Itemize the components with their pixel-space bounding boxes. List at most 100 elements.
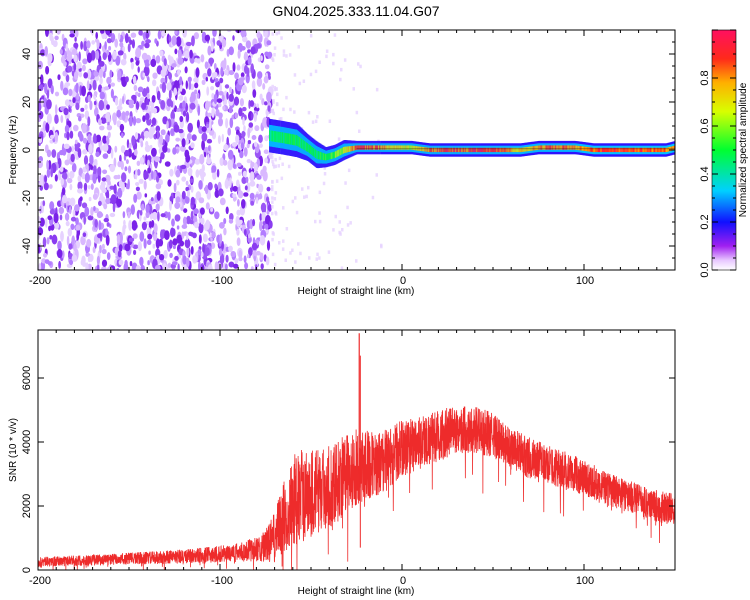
noise-blob <box>120 77 124 81</box>
noise-blob <box>135 118 142 124</box>
noise-blob <box>68 106 71 113</box>
noise-speck <box>380 244 383 249</box>
noise-speck <box>327 250 331 254</box>
noise-blob <box>155 125 161 133</box>
noise-blob <box>155 203 160 212</box>
noise-blob <box>255 197 259 204</box>
noise-speck <box>297 45 300 49</box>
noise-blob <box>236 162 242 167</box>
ridge-core <box>598 147 600 153</box>
noise-blob <box>243 147 248 157</box>
noise-blob <box>121 172 127 183</box>
noise-blob <box>231 142 238 147</box>
ridge-core <box>612 147 614 153</box>
noise-blob <box>157 30 162 40</box>
noise-blob <box>61 187 66 196</box>
noise-blob <box>195 169 200 178</box>
ridge-core <box>642 147 644 153</box>
noise-blob <box>229 86 232 94</box>
ridge-core <box>386 145 388 150</box>
noise-blob <box>83 155 89 166</box>
ridge-core <box>514 147 516 153</box>
noise-speck <box>318 190 322 195</box>
noise-blob <box>175 148 179 154</box>
noise-blob <box>67 227 73 237</box>
noise-blob <box>182 255 187 265</box>
noise-blob <box>225 206 229 215</box>
top-y-axis-label: Frequency (Hz) <box>8 116 19 185</box>
noise-blob <box>186 257 190 268</box>
ridge-core <box>395 145 397 150</box>
noise-speck <box>280 117 283 121</box>
noise-blob <box>160 152 165 160</box>
noise-blob <box>44 175 48 183</box>
ridge-core <box>476 147 478 153</box>
ridge-core <box>456 147 458 153</box>
ridge-core <box>615 147 617 153</box>
ridge-core <box>655 147 657 153</box>
noise-blob <box>48 184 53 189</box>
noise-blob <box>192 255 198 264</box>
ridge-core <box>455 147 457 153</box>
noise-blob <box>242 170 247 178</box>
noise-blob <box>130 204 135 215</box>
noise-speck <box>271 211 274 216</box>
noise-blob <box>238 107 243 117</box>
noise-blob <box>267 203 272 212</box>
snr-ticks <box>37 330 676 571</box>
ridge-core <box>411 145 413 150</box>
noise-blob <box>167 64 171 73</box>
ridge-core <box>385 145 387 150</box>
ridge-core <box>294 134 296 146</box>
top-xtick-label: -100 <box>211 275 233 287</box>
noise-speck <box>272 232 275 236</box>
noise-blob <box>179 115 184 123</box>
noise-blob <box>223 218 227 225</box>
noise-blob <box>161 82 167 93</box>
ridge-core <box>329 153 331 160</box>
ridge-core <box>502 147 504 153</box>
noise-blob <box>148 250 151 255</box>
noise-speck <box>359 64 362 69</box>
noise-blob <box>240 72 245 78</box>
ridge-core <box>533 146 535 151</box>
noise-blob <box>230 251 236 258</box>
noise-blob <box>236 228 240 236</box>
ridge-core <box>524 147 526 152</box>
noise-blob <box>254 125 260 132</box>
noise-blob <box>152 243 156 249</box>
bottom-ytick-label: 2000 <box>21 494 33 518</box>
noise-blob <box>72 165 76 171</box>
ridge-core <box>518 147 520 153</box>
noise-speck <box>274 164 277 169</box>
ridge-core <box>379 145 381 150</box>
noise-blob <box>186 246 190 257</box>
noise-blob <box>267 105 271 112</box>
noise-blob <box>114 38 118 48</box>
ridge-core <box>382 145 384 150</box>
noise-blob <box>240 142 244 150</box>
noise-blob <box>78 51 81 62</box>
noise-blob <box>119 232 123 243</box>
noise-blob <box>236 209 241 216</box>
ridge-core <box>423 147 425 152</box>
noise-blob <box>246 182 251 193</box>
ridge-core <box>590 147 592 152</box>
noise-blob <box>135 265 141 270</box>
noise-speck <box>358 129 361 133</box>
ridge-core <box>503 147 505 153</box>
noise-blob <box>198 261 201 270</box>
noise-blob <box>77 148 82 158</box>
noise-speck <box>295 210 299 215</box>
noise-blob <box>185 111 190 123</box>
noise-blob <box>210 41 214 52</box>
ridge-core <box>301 138 303 149</box>
ridge-core <box>280 132 282 143</box>
noise-blob <box>117 174 121 180</box>
ridge-core <box>409 145 411 150</box>
noise-blob <box>238 249 243 260</box>
noise-blob <box>74 139 78 145</box>
noise-blob <box>122 211 126 219</box>
ridge-core <box>474 147 476 153</box>
noise-blob <box>184 238 191 249</box>
